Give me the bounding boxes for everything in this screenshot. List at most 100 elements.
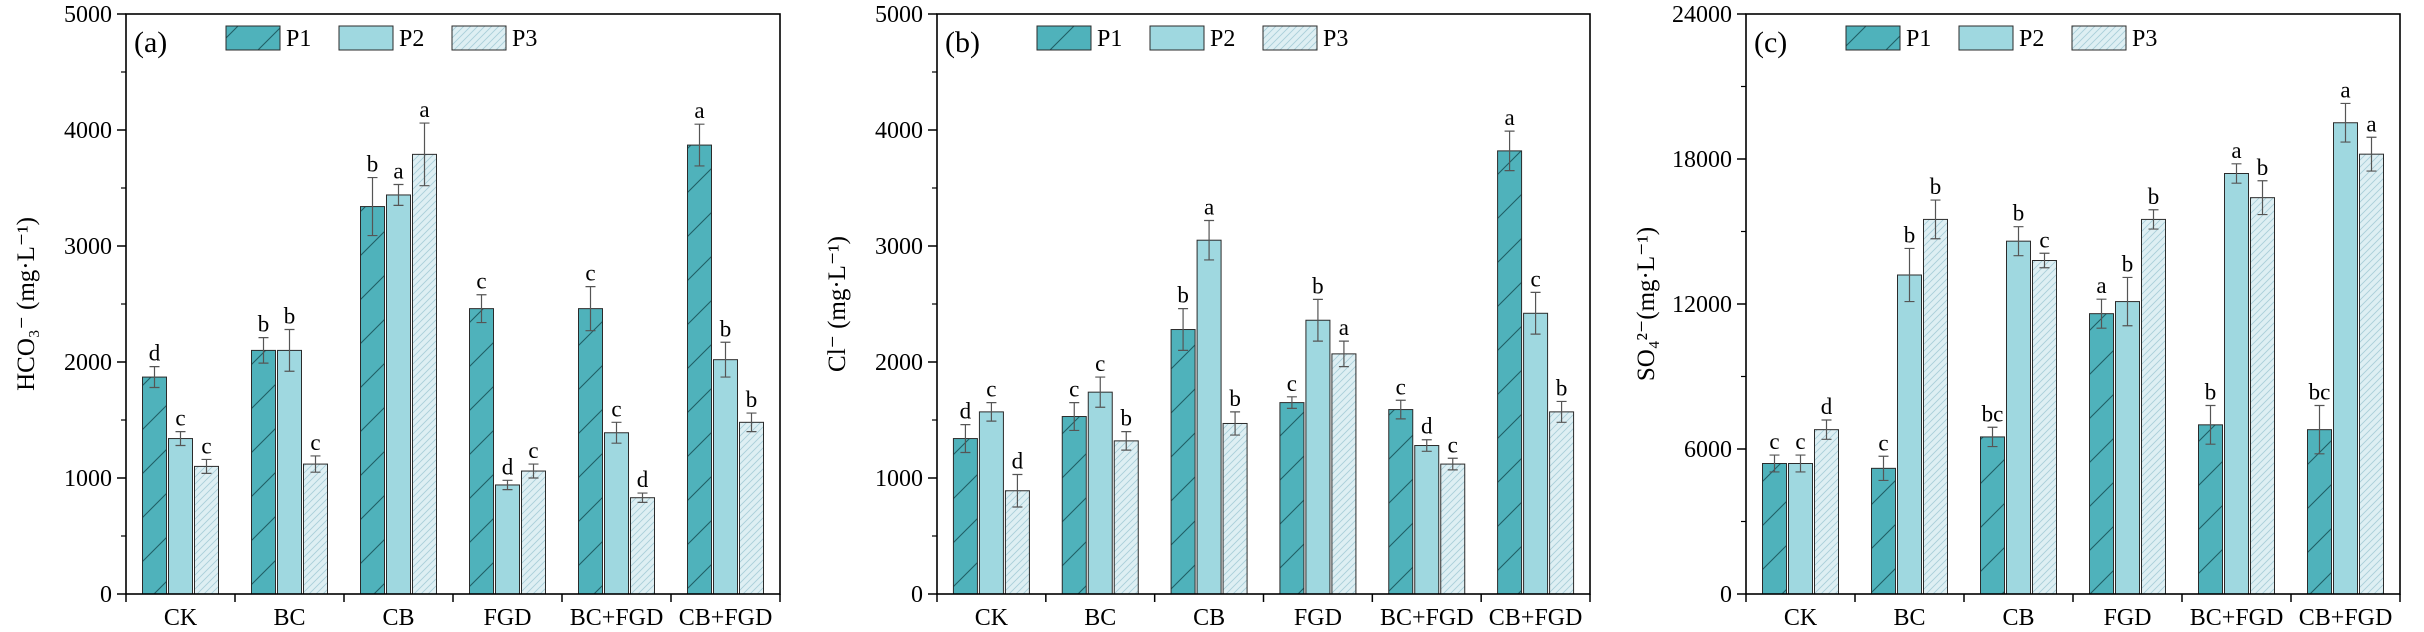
significance-letter: b [258,312,270,337]
legend-swatch-P3 [2071,25,2127,51]
error-bar-P1-FGD [476,294,487,324]
significance-letter: b [2148,184,2160,209]
significance-letter: c [1530,266,1540,291]
legend-swatch-P1 [1036,25,1092,51]
y-axis-title: HCO₃⁻ (mg·L⁻¹) [13,217,40,391]
significance-letter: b [2122,251,2134,276]
bar-P3-BC [1113,440,1139,595]
y-tick-label: 1000 [64,466,112,492]
significance-letter: b [746,387,758,412]
bar-P2-CK [978,411,1004,595]
y-tick-label: 3000 [875,234,923,260]
bar-P3-CB+FGD [2359,153,2384,595]
bar-P3-BC [1923,218,1948,595]
significance-letter: a [419,97,429,122]
bar-P2-BC+FGD [2224,173,2249,595]
error-bar-P1-FGD [2096,298,2107,329]
error-bar-P2-CK [175,431,186,447]
significance-letter: bc [1982,401,2004,426]
significance-letter: d [1012,449,1024,474]
error-bar-P3-CB [419,122,430,187]
legend: P1 P2 P3 [225,25,537,52]
bar-P1-CK [142,376,167,595]
x-category-label: CK [164,605,198,631]
error-bar-P2-CB+FGD [1530,291,1541,335]
significance-letter: b [2013,201,2025,226]
legend-swatch-P2 [1149,25,1205,51]
significance-letter: d [149,341,161,366]
y-tick-label: 0 [911,582,923,608]
legend-swatch-P3 [451,25,507,51]
x-category-label: CB [2002,605,2034,631]
y-tick-label: 4000 [875,118,923,144]
bar-P3-BC+FGD [2250,197,2275,595]
bar-P2-CB [2006,240,2031,595]
significance-letter: c [1795,429,1805,454]
error-bar-P3-BC [1930,199,1941,240]
plot-frame [125,13,781,595]
error-bar-P2-BC+FGD [611,421,622,444]
significance-letter: b [1121,406,1133,431]
error-bar-P3-BC+FGD [2257,180,2268,216]
bar-P1-CK [952,438,978,595]
error-bar-P1-BC [258,337,269,364]
error-bar-P1-CK [149,366,160,389]
bar-P1-CB [1170,329,1196,595]
error-bar-P1-CK [1769,454,1780,473]
bar-P1-BC [251,349,276,595]
bar-P3-BC+FGD [1440,463,1466,595]
error-bar-P2-BC [1904,247,1915,303]
significance-letter: d [1421,414,1433,439]
x-category-label: BC+FGD [1380,605,1474,631]
x-category-label: CB [1193,605,1225,631]
significance-letter: a [694,98,704,123]
error-bar-P3-CB+FGD [746,412,757,433]
legend-label: P2 [2019,26,2044,52]
legend: P1 P2 P3 [1036,25,1348,52]
bar-P2-FGD [1305,319,1331,595]
x-category-label: FGD [2103,605,2151,631]
error-bar-P1-CB [367,176,378,237]
significance-letter: c [1095,351,1105,376]
legend-label: P2 [1210,26,1235,52]
error-bar-P1-CB [1987,426,1998,448]
bar-P2-BC [1087,391,1113,595]
legend-swatch-P1 [225,25,281,51]
significance-letter: b [284,304,296,329]
error-bar-P1-BC+FGD [2205,404,2216,445]
error-bar-P2-FGD [1312,298,1323,342]
significance-letter: d [960,399,972,424]
y-tick-label: 0 [100,582,112,608]
error-bar-P3-BC+FGD [1447,457,1458,471]
significance-letter: a [2231,138,2241,163]
bar-P3-BC [303,463,328,595]
error-bar-P2-BC [1095,376,1106,408]
significance-letter: c [528,438,538,463]
error-bar-P3-CB+FGD [2366,136,2377,172]
bar-P2-CB+FGD [1523,312,1549,595]
plot-frame [936,13,1591,595]
significance-letter: a [1204,194,1214,219]
legend: P1 P2 P3 [1845,25,2157,52]
x-category-label: CB+FGD [2299,605,2393,631]
legend-label: P1 [286,26,311,52]
y-tick-label: 18000 [1672,147,1732,173]
bar-P1-FGD [2089,313,2114,595]
bar-P2-CK [168,438,193,595]
x-category-label: CB [382,605,414,631]
error-bar-P3-FGD [528,463,539,479]
error-bar-P2-BC [284,328,295,372]
x-category-label: FGD [1294,605,1342,631]
significance-letter: d [637,467,649,492]
bar-P2-CB+FGD [2333,122,2358,595]
x-category-label: BC [1084,605,1116,631]
significance-letter: b [1930,174,1942,199]
bar-P2-CB [1196,239,1222,595]
significance-letter: c [585,261,595,286]
significance-letter: d [1821,394,1833,419]
significance-letter: c [310,430,320,455]
significance-letter: c [1069,377,1079,402]
error-bar-P2-CB [393,183,404,206]
